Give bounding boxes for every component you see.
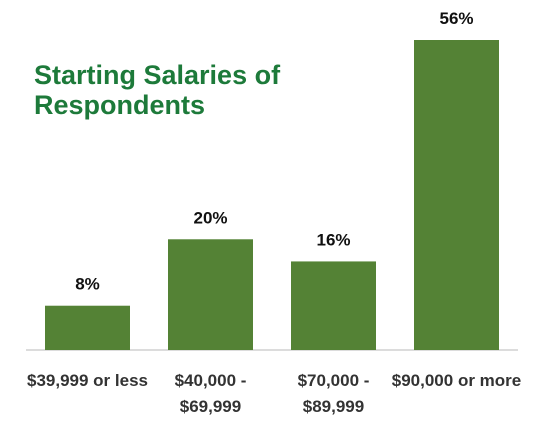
x-tick-label: $90,000 or more [391,371,522,390]
bar [168,239,253,350]
value-label: 16% [316,230,350,249]
bar [45,305,130,350]
x-tick-label: $39,999 or less [27,371,148,390]
value-label: 56% [439,9,473,28]
value-label: 8% [75,275,100,294]
value-label: 20% [193,208,227,227]
bar [291,261,376,350]
x-tick-label: $40,000 - $69,999 [174,371,247,416]
bar [414,40,499,350]
x-tick-label: $70,000 - $89,999 [297,371,370,416]
chart-title: Starting Salaries of Respondents [34,60,281,120]
